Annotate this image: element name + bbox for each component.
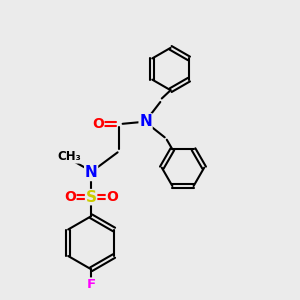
Text: CH₃: CH₃ bbox=[57, 150, 81, 163]
Text: O: O bbox=[106, 190, 118, 204]
Text: S: S bbox=[85, 190, 97, 205]
Text: O: O bbox=[92, 117, 104, 131]
Text: N: N bbox=[139, 114, 152, 129]
Text: N: N bbox=[85, 166, 98, 181]
Text: F: F bbox=[86, 278, 96, 291]
Text: O: O bbox=[64, 190, 76, 204]
